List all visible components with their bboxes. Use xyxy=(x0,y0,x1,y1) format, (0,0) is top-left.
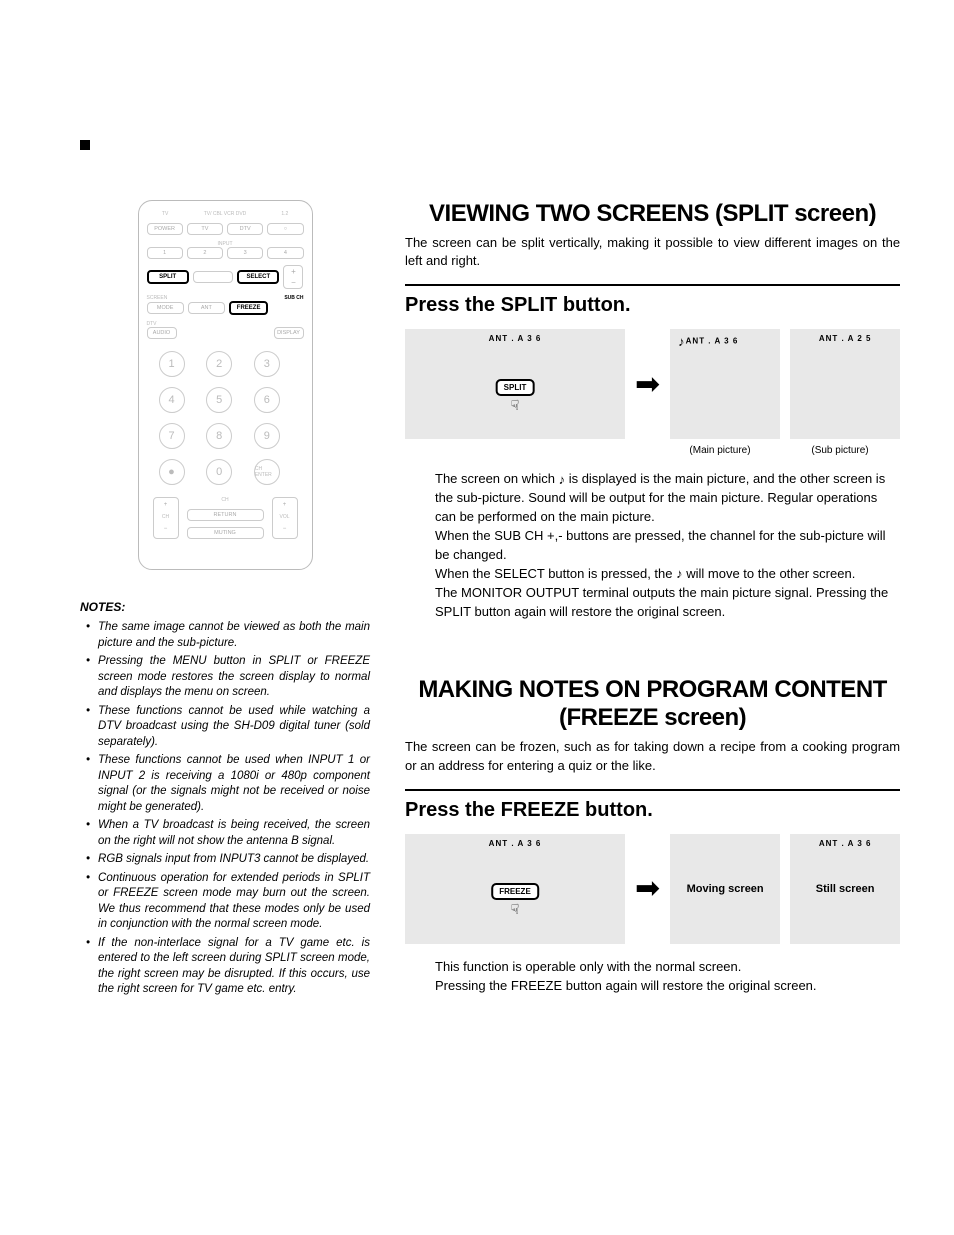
freeze-section: MAKING NOTES ON PROGRAM CONTENT (FREEZE … xyxy=(405,676,900,995)
main-picture-label: (Main picture) xyxy=(665,445,775,456)
freeze-diagram: ANT . A 3 6 FREEZE ☟ ➡ Moving screen ANT… xyxy=(405,834,900,944)
remote-num-6: 6 xyxy=(254,387,280,413)
remote-label: 1.2 xyxy=(266,211,303,217)
remote-num-9: 9 xyxy=(254,423,280,449)
split-subhead: Press the SPLIT button. xyxy=(405,294,900,317)
remote-num-8: 8 xyxy=(206,423,232,449)
remote-num-1: 1 xyxy=(159,351,185,377)
remote-vol-rocker: + VOL − xyxy=(272,497,298,539)
remote-split-button: SPLIT xyxy=(147,270,189,284)
remote-audio-button: AUDIO xyxy=(147,327,177,339)
note-item: RGB signals input from INPUT3 cannot be … xyxy=(80,852,370,868)
split-before-screen: ANT . A 3 6 SPLIT ☟ xyxy=(405,329,625,439)
ant-label: ANT . A 3 6 xyxy=(819,839,872,848)
remote-label: TV/ CBL VCR DVD xyxy=(188,211,263,217)
hand-icon: ☟ xyxy=(491,902,539,916)
remote-input-1: 1 xyxy=(147,247,183,259)
note-item: If the non-interlace signal for a TV gam… xyxy=(80,936,370,998)
remote-freeze-button: FREEZE xyxy=(229,301,268,315)
remote-rec: ● xyxy=(159,459,185,485)
remote-button: ○ xyxy=(267,223,303,235)
remote-screen-label: SCREEN xyxy=(147,295,168,301)
split-title: VIEWING TWO SCREENS (SPLIT screen) xyxy=(405,200,900,228)
hand-icon: ☟ xyxy=(496,398,535,412)
remote-label: TV xyxy=(147,211,184,217)
freeze-body: This function is operable only with the … xyxy=(405,958,900,996)
divider xyxy=(405,284,900,286)
split-button-callout: SPLIT ☟ xyxy=(496,379,535,412)
remote-muting-button: MUTING xyxy=(187,527,264,539)
split-section: VIEWING TWO SCREENS (SPLIT screen) The s… xyxy=(405,200,900,621)
arrow-icon: ➡ xyxy=(635,834,660,944)
remote-num-3: 3 xyxy=(254,351,280,377)
freeze-callout-btn: FREEZE xyxy=(491,883,539,900)
moving-screen-label: Moving screen xyxy=(687,883,764,895)
notes-heading: NOTES: xyxy=(80,600,370,614)
remote-power-button: POWER xyxy=(147,223,183,235)
freeze-button-callout: FREEZE ☟ xyxy=(491,883,539,916)
remote-return-button: RETURN xyxy=(187,509,264,521)
sub-picture-label: (Sub picture) xyxy=(785,445,895,456)
notes-list: The same image cannot be viewed as both … xyxy=(80,620,370,998)
freeze-moving-screen: Moving screen xyxy=(670,834,780,944)
remote-ch-enter: CH ENTER xyxy=(254,459,280,485)
remote-subch-label: SUB CH xyxy=(284,295,303,301)
remote-control-illustration: TV TV/ CBL VCR DVD 1.2 POWER TV DTV ○ IN… xyxy=(138,200,313,570)
remote-numpad: 1 2 3 4 5 6 7 8 9 ● 0 CH ENTER xyxy=(147,345,304,491)
remote-input-2: 2 xyxy=(187,247,223,259)
remote-mode-button: MODE xyxy=(147,302,184,314)
freeze-title: MAKING NOTES ON PROGRAM CONTENT (FREEZE … xyxy=(405,676,900,732)
remote-tv-button: TV xyxy=(187,223,223,235)
remote-num-7: 7 xyxy=(159,423,185,449)
freeze-lead: The screen can be frozen, such as for ta… xyxy=(405,738,900,774)
split-callout-btn: SPLIT xyxy=(496,379,535,396)
arrow-icon: ➡ xyxy=(635,329,660,439)
split-sub-picture: ANT . A 2 5 xyxy=(790,329,900,439)
remote-num-0: 0 xyxy=(206,459,232,485)
split-body: The screen on which ♪ is displayed is th… xyxy=(405,470,900,621)
split-picture-labels: (Main picture) (Sub picture) xyxy=(665,445,900,456)
remote-ant-button: ANT xyxy=(188,302,225,314)
ant-label: ANT . A 3 6 xyxy=(489,839,542,848)
divider xyxy=(405,789,900,791)
still-screen-label: Still screen xyxy=(816,883,875,895)
section-marker xyxy=(80,140,90,150)
ant-label: ANT . A 3 6 xyxy=(489,334,542,343)
split-main-picture: ♪ANT . A 3 6 xyxy=(670,329,780,439)
ant-label: ANT . A 2 5 xyxy=(819,334,872,343)
remote-input-3: 3 xyxy=(227,247,263,259)
remote-ch-rocker: + CH − xyxy=(153,497,179,539)
note-item: Pressing the MENU button in SPLIT or FRE… xyxy=(80,654,370,701)
remote-display-button: DISPLAY xyxy=(274,327,304,339)
freeze-before-screen: ANT . A 3 6 FREEZE ☟ xyxy=(405,834,625,944)
remote-num-5: 5 xyxy=(206,387,232,413)
left-column: TV TV/ CBL VCR DVD 1.2 POWER TV DTV ○ IN… xyxy=(80,200,370,1001)
freeze-subhead: Press the FREEZE button. xyxy=(405,799,900,822)
note-item: When a TV broadcast is being received, t… xyxy=(80,818,370,849)
remote-num-2: 2 xyxy=(206,351,232,377)
ant-label: ♪ANT . A 3 6 xyxy=(678,334,738,349)
note-item: Continuous operation for extended period… xyxy=(80,871,370,933)
right-column: VIEWING TWO SCREENS (SPLIT screen) The s… xyxy=(405,200,900,1001)
note-item: The same image cannot be viewed as both … xyxy=(80,620,370,651)
remote-select-button: SELECT xyxy=(237,270,279,284)
remote-dtv-button: DTV xyxy=(227,223,263,235)
freeze-still-screen: ANT . A 3 6 Still screen xyxy=(790,834,900,944)
remote-num-4: 4 xyxy=(159,387,185,413)
remote-input-4: 4 xyxy=(267,247,303,259)
remote-subch-buttons: + − xyxy=(283,265,303,289)
remote-button xyxy=(193,271,233,283)
split-diagram: ANT . A 3 6 SPLIT ☟ ➡ ♪ANT . A 3 6 ANT .… xyxy=(405,329,900,439)
note-item: These functions cannot be used while wat… xyxy=(80,704,370,751)
note-item: These functions cannot be used when INPU… xyxy=(80,753,370,815)
split-lead: The screen can be split vertically, maki… xyxy=(405,234,900,270)
